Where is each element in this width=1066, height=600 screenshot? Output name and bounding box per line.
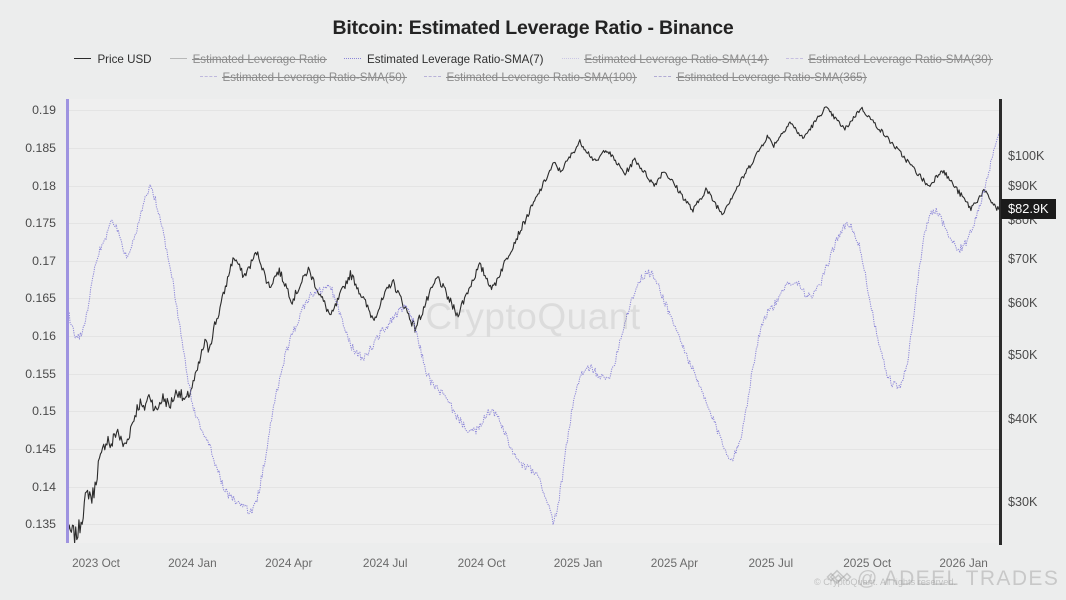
legend-item[interactable]: Estimated Leverage Ratio-SMA(50) — [199, 70, 407, 84]
legend-swatch-icon — [423, 75, 441, 77]
series-line — [66, 106, 1000, 543]
y-axis-left-tick: 0.15 — [32, 404, 56, 419]
legend-swatch-icon — [169, 57, 187, 59]
grid-line — [66, 448, 1000, 450]
x-axis-tick: 2024 Jan — [168, 556, 217, 570]
y-axis-right-tick: $30K — [1008, 494, 1038, 509]
legend-item-label: Estimated Leverage Ratio-SMA(50) — [221, 70, 407, 84]
y-axis-left-tick: 0.16 — [32, 329, 56, 344]
x-axis-tick: 2025 Apr — [650, 556, 699, 570]
y-axis-right-tick: $90K — [1008, 179, 1038, 194]
legend-item-label: Estimated Leverage Ratio — [191, 52, 328, 66]
y-axis-left-tick: 0.155 — [25, 366, 56, 381]
right-axis-spine — [999, 99, 1002, 545]
x-axis-tick: 2024 Jul — [362, 556, 408, 570]
x-axis-tick: 2024 Apr — [265, 556, 313, 570]
brand-name: ADEEL TRADES — [883, 567, 1060, 590]
legend-item[interactable]: Estimated Leverage Ratio-SMA(365) — [654, 70, 868, 84]
grid-line — [66, 147, 1000, 149]
legend-item[interactable]: Estimated Leverage Ratio-SMA(100) — [423, 70, 638, 84]
legend-swatch-icon — [74, 57, 92, 59]
y-axis-right-tick: $50K — [1008, 348, 1038, 363]
legend-swatch-icon — [199, 75, 217, 77]
x-axis-tick: 2023 Oct — [72, 556, 120, 570]
grid-line — [66, 298, 1000, 300]
legend-item-label: Estimated Leverage Ratio-SMA(365) — [675, 70, 868, 84]
legend-item[interactable]: Estimated Leverage Ratio-SMA(7) — [343, 52, 544, 66]
y-axis-left-tick: 0.19 — [32, 103, 56, 118]
y-axis-right-tick: $100K — [1008, 149, 1045, 164]
legend-swatch-icon — [654, 75, 671, 77]
x-axis-tick: 2024 Oct — [457, 556, 506, 570]
legend-row: Estimated Leverage Ratio-SMA(50) Estimate… — [0, 68, 1066, 86]
y-axis-left-tick: 0.145 — [25, 441, 56, 456]
y-axis-left-tick: 0.135 — [25, 517, 56, 532]
x-axis-tick: 2025 Jul — [748, 556, 794, 570]
grid-line — [66, 223, 1000, 225]
y-axis-right-tick: $60K — [1008, 295, 1038, 310]
legend-item-label: Estimated Leverage Ratio-SMA(14) — [583, 52, 769, 66]
copyright-notice: © CryptoQuant. All rights reserved. — [813, 577, 957, 587]
current-price-badge: $82.9K — [1001, 198, 1056, 220]
x-axis-tick: 2025 Jan — [553, 556, 603, 570]
series-canvas — [66, 106, 1000, 543]
series-line — [66, 133, 1000, 526]
brand-at-symbol: @ — [857, 567, 879, 590]
legend-swatch-icon — [343, 57, 361, 59]
legend-item-label: Estimated Leverage Ratio-SMA(7) — [366, 52, 544, 66]
legend-swatch-icon — [785, 57, 803, 59]
y-axis-left-tick: 0.175 — [25, 216, 56, 231]
y-axis-left-tick: 0.17 — [32, 253, 56, 268]
grid-line — [66, 185, 1000, 187]
legend-item-label: Estimated Leverage Ratio-SMA(30) — [807, 52, 993, 66]
legend-swatch-icon — [561, 57, 579, 59]
legend-item-label: Estimated Leverage Ratio-SMA(100) — [445, 70, 638, 84]
grid-line — [66, 373, 1000, 375]
grid-line — [66, 336, 1000, 338]
x-axis-tick: 2025 Oct — [843, 556, 892, 570]
grid-line — [66, 411, 1000, 413]
y-axis-right-tick: $70K — [1008, 251, 1038, 266]
plot-area[interactable] — [66, 99, 1000, 543]
grid-line — [66, 524, 1000, 526]
legend-item[interactable]: Estimated Leverage Ratio-SMA(30) — [785, 52, 993, 66]
y-axis-left-tick: 0.185 — [25, 140, 56, 155]
x-axis-tick: 2026 Jan — [939, 556, 988, 570]
grid-lines — [66, 99, 1000, 543]
y-axis-left-tick: 0.18 — [32, 178, 56, 193]
legend-item[interactable]: Price USD — [74, 52, 152, 66]
grid-line — [66, 260, 1000, 262]
y-axis-right-tick: $40K — [1008, 412, 1038, 427]
legend-item[interactable]: Estimated Leverage Ratio-SMA(14) — [561, 52, 769, 66]
grid-line — [66, 486, 1000, 488]
y-axis-left-tick: 0.165 — [25, 291, 56, 306]
legend-row: Price USD Estimated Leverage Ratio Estimat… — [0, 50, 1066, 68]
chart-legend: Price USD Estimated Leverage Ratio Estimat… — [0, 50, 1066, 86]
grid-line — [66, 110, 1000, 112]
page-title: Bitcoin: Estimated Leverage Ratio - Bina… — [332, 17, 734, 39]
y-axis-left-tick: 0.14 — [32, 479, 56, 494]
left-axis-spine — [66, 99, 69, 543]
legend-item-label: Price USD — [97, 52, 152, 66]
legend-item[interactable]: Estimated Leverage Ratio — [169, 52, 328, 66]
